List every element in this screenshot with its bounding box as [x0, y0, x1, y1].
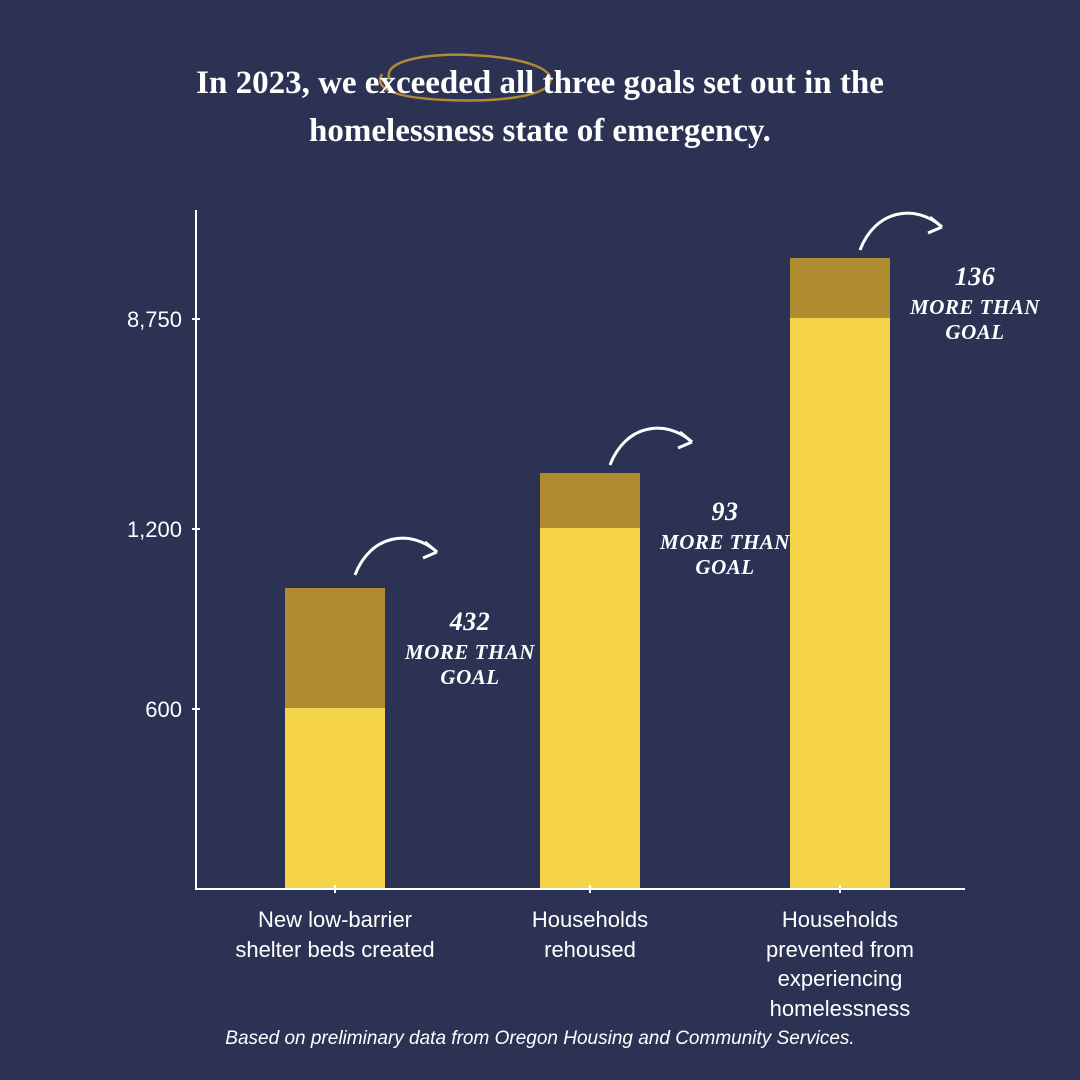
- y-axis: [195, 210, 197, 890]
- x-category-label: Households prevented from experiencing h…: [735, 905, 945, 1024]
- y-tick: [192, 708, 200, 710]
- callout-number: 136: [910, 261, 1040, 292]
- callout: 136 more than goal: [910, 261, 1040, 345]
- x-category-label: Households rehoused: [485, 905, 695, 964]
- bar-goal-segment: [790, 318, 890, 888]
- y-tick: [192, 318, 200, 320]
- callout: 93 more than goal: [660, 496, 790, 580]
- x-axis: [195, 888, 965, 890]
- bar-prevented: [790, 258, 890, 888]
- x-tick: [589, 885, 591, 893]
- bar-goal-segment: [540, 528, 640, 888]
- headline: In 2023, we exceeded all three goals set…: [120, 60, 960, 156]
- callout-number: 432: [405, 606, 535, 637]
- x-tick: [839, 885, 841, 893]
- arrow-icon: [345, 520, 455, 590]
- arrow-icon: [600, 410, 710, 480]
- callout-number: 93: [660, 496, 790, 527]
- callout-text: more than goal: [405, 640, 535, 689]
- bar-extra-segment: [285, 588, 385, 708]
- y-tick-label: 600: [145, 697, 182, 723]
- callout: 432 more than goal: [405, 606, 535, 690]
- y-tick: [192, 528, 200, 530]
- bar-shelter-beds: [285, 588, 385, 888]
- bar-extra-segment: [790, 258, 890, 318]
- x-category-label: New low-barrier shelter beds created: [230, 905, 440, 964]
- arrow-icon: [850, 195, 960, 265]
- bar-chart: 600 1,200 8,750 New low-barrier shelter …: [120, 210, 960, 890]
- y-tick-label: 8,750: [127, 307, 182, 333]
- bar-extra-segment: [540, 473, 640, 528]
- callout-text: more than goal: [910, 295, 1040, 344]
- x-tick: [334, 885, 336, 893]
- callout-text: more than goal: [660, 530, 790, 579]
- bar-rehoused: [540, 473, 640, 888]
- y-tick-label: 1,200: [127, 517, 182, 543]
- bar-goal-segment: [285, 708, 385, 888]
- footnote: Based on preliminary data from Oregon Ho…: [0, 1028, 1080, 1050]
